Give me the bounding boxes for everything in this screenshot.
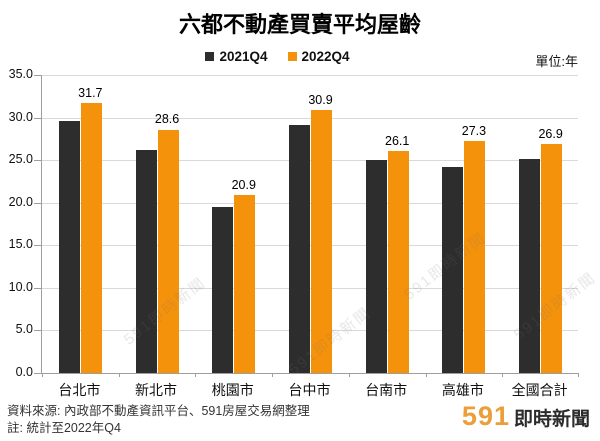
bar-value-label: 26.9 bbox=[538, 126, 563, 141]
x-axis-tick bbox=[119, 373, 120, 377]
legend-label: 2021Q4 bbox=[219, 49, 268, 64]
x-axis-label: 台中市 bbox=[288, 382, 331, 398]
x-axis-tick bbox=[349, 373, 350, 377]
bar-value-label: 31.7 bbox=[78, 86, 103, 101]
bar-value-label: 30.9 bbox=[308, 92, 333, 107]
x-axis-tick bbox=[42, 373, 43, 377]
y-axis-tick bbox=[34, 160, 42, 162]
bar-2022q4-c2 bbox=[234, 195, 256, 373]
legend-item-2021q4: 2021Q4 bbox=[205, 49, 268, 64]
source-note: 資料來源: 內政部不動產資訊平台、591房屋交易網整理 bbox=[7, 404, 310, 418]
bar-2021q4-c3 bbox=[289, 125, 310, 373]
legend-label: 2022Q4 bbox=[301, 49, 350, 64]
gridline bbox=[42, 330, 578, 332]
y-axis-label: 0.0 bbox=[15, 365, 33, 379]
bar-2022q4-c0 bbox=[80, 103, 102, 373]
bar-2022q4-c3 bbox=[311, 109, 332, 373]
stats-note: 註: 統計至2022年Q4 bbox=[7, 421, 121, 435]
y-axis-label: 10.0 bbox=[8, 279, 33, 294]
y-axis-label: 25.0 bbox=[8, 152, 33, 167]
y-axis-tick bbox=[34, 117, 42, 119]
bar-2021q4-c5 bbox=[442, 166, 464, 373]
y-axis-tick bbox=[34, 330, 42, 332]
legend-swatch-2022q4 bbox=[287, 52, 297, 61]
chart-title: 六都不動產買賣平均屋齡 bbox=[178, 12, 421, 37]
y-axis-label: 20.0 bbox=[8, 194, 33, 209]
x-axis-line bbox=[34, 373, 578, 374]
bar-value-label: 20.9 bbox=[231, 178, 256, 193]
y-axis-tick bbox=[34, 75, 42, 76]
x-axis-label: 高雄市 bbox=[441, 382, 484, 398]
y-axis-label: 15.0 bbox=[8, 237, 33, 252]
bar-2022q4-c1 bbox=[157, 129, 179, 373]
logo-news-text: 即時新聞 bbox=[513, 409, 590, 430]
bar-2021q4-c6 bbox=[519, 159, 541, 373]
legend-swatch-2021q4 bbox=[205, 52, 215, 61]
x-axis-tick bbox=[502, 373, 503, 377]
y-axis-label: 5.0 bbox=[15, 322, 33, 337]
x-axis-label: 台北市 bbox=[58, 382, 101, 398]
legend-item-2022q4: 2022Q4 bbox=[287, 49, 350, 64]
y-axis-label: 35.0 bbox=[8, 67, 33, 81]
x-axis-label: 新北市 bbox=[135, 382, 178, 398]
x-axis-tick bbox=[195, 373, 196, 377]
bar-2022q4-c4 bbox=[387, 150, 409, 373]
plot-area bbox=[34, 75, 579, 377]
gridline bbox=[42, 160, 578, 162]
bar-value-label: 26.1 bbox=[385, 133, 410, 148]
x-axis-tick bbox=[272, 373, 273, 377]
brand-logo: 591 即時新聞 bbox=[462, 401, 590, 432]
bar-2021q4-c1 bbox=[135, 149, 157, 373]
bar-2021q4-c4 bbox=[365, 160, 387, 373]
y-axis-label: 30.0 bbox=[8, 109, 33, 124]
gridline bbox=[42, 202, 578, 204]
y-axis-tick bbox=[34, 287, 42, 289]
bar-2022q4-c5 bbox=[464, 140, 486, 373]
unit-label: 單位:年 bbox=[535, 54, 578, 69]
legend: 2021Q4 2022Q4 bbox=[0, 49, 555, 64]
logo-591-text: 591 bbox=[461, 401, 510, 431]
gridline bbox=[42, 245, 578, 247]
bar-2022q4-c6 bbox=[541, 143, 563, 373]
x-axis-label: 台南市 bbox=[365, 382, 408, 398]
bar-value-label: 28.6 bbox=[154, 112, 180, 127]
y-axis-tick bbox=[34, 202, 42, 204]
bar-2021q4-c0 bbox=[58, 120, 80, 373]
x-axis-tick bbox=[578, 373, 579, 377]
gridline bbox=[42, 75, 578, 76]
x-axis-label: 桃園市 bbox=[211, 382, 254, 398]
x-axis-tick bbox=[426, 373, 427, 377]
x-axis-label: 全國合計 bbox=[511, 382, 568, 398]
gridline bbox=[42, 117, 578, 119]
bar-value-label: 27.3 bbox=[461, 123, 487, 138]
y-axis-tick bbox=[34, 245, 42, 247]
bar-2021q4-c2 bbox=[212, 206, 234, 373]
gridline bbox=[42, 287, 578, 289]
